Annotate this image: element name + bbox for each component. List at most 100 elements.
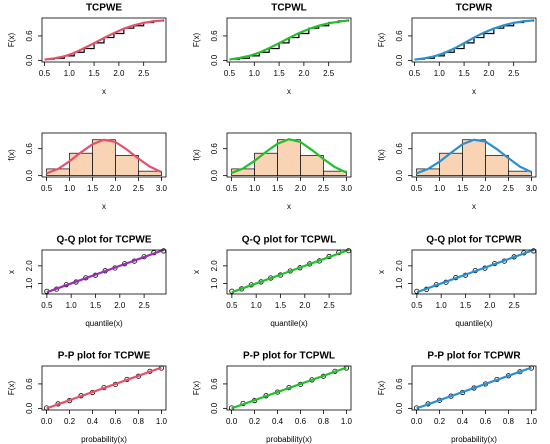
- fitted-curve: [44, 19, 164, 61]
- x-tick-label: 1.0: [434, 69, 446, 78]
- x-axis-label: probability(x): [266, 435, 312, 444]
- x-tick-label: 1.0: [64, 184, 76, 193]
- panel: P-P plot for TCPWR probability(x) F(x) 0.0 0…: [377, 351, 537, 444]
- plot-frame: [226, 17, 352, 63]
- x-tick-label: 1.5: [460, 301, 472, 310]
- fitted-curve: [231, 138, 347, 174]
- x-tick-label: 0.4: [457, 417, 469, 426]
- x-axis-label: x: [472, 87, 476, 96]
- x-tick-label: 1.5: [274, 69, 286, 78]
- y-tick-label: 2.0: [25, 260, 34, 272]
- y-tick-label: 0.6: [395, 378, 404, 390]
- y-tick-label: 0.0: [25, 170, 34, 182]
- panel: P-P plot for TCPWE probability(x) F(x) 0.0 0…: [7, 351, 167, 444]
- fitted-curve: [416, 366, 532, 410]
- plot-frame: [411, 132, 537, 178]
- x-tick-label: 2.0: [110, 184, 122, 193]
- y-tick-label: 0.6: [395, 30, 404, 42]
- x-tick-label: 0.5: [411, 301, 423, 310]
- x-axis-label: probability(x): [81, 435, 127, 444]
- x-tick-label: 2.5: [508, 69, 520, 78]
- y-tick-label: 1.0: [395, 277, 404, 289]
- panel: TCPWR x F(x) 0.5 1.0 1.5 2.0 2.5 0.0 0.6: [377, 3, 537, 96]
- x-tick-label: 0.0: [41, 417, 53, 426]
- y-tick-label: 0.0: [210, 54, 219, 66]
- panel-title: TCPWE: [86, 3, 122, 14]
- x-tick-label: 0.5: [411, 184, 423, 193]
- fitted-curve: [46, 138, 162, 175]
- x-tick-label: 3.0: [341, 184, 353, 193]
- panel-title: Q-Q plot for TCPWL: [242, 235, 336, 246]
- x-tick-label: 1.0: [251, 301, 263, 310]
- panel-title: Q-Q plot for TCPWE: [57, 235, 152, 246]
- y-axis-label: x: [7, 270, 16, 274]
- histogram-bar: [485, 155, 509, 177]
- x-tick-label: 0.5: [224, 69, 236, 78]
- x-tick-label: 1.0: [249, 69, 261, 78]
- x-tick-label: 0.5: [41, 301, 53, 310]
- y-tick-label: 0.0: [25, 402, 34, 414]
- x-tick-label: 2.5: [509, 301, 521, 310]
- histogram-bar: [115, 155, 139, 177]
- histogram-bar: [462, 139, 486, 177]
- panel-title: P-P plot for TCPWE: [58, 351, 151, 362]
- x-tick-label: 1.0: [156, 417, 168, 426]
- histogram-bar: [439, 152, 463, 177]
- plot-frame: [411, 249, 537, 295]
- x-tick-label: 0.0: [226, 417, 238, 426]
- x-tick-label: 0.6: [295, 417, 307, 426]
- x-tick-label: 1.5: [459, 69, 471, 78]
- y-tick-label: 0.6: [210, 378, 219, 390]
- ecdf-step: [414, 19, 535, 60]
- x-tick-label: 2.0: [113, 69, 125, 78]
- panel-title: TCPWR: [456, 3, 493, 14]
- y-tick-label: 0.6: [25, 30, 34, 42]
- x-tick-label: 1.0: [66, 301, 78, 310]
- x-tick-label: 0.2: [434, 417, 446, 426]
- y-tick-label: 2.0: [210, 260, 219, 272]
- x-tick-label: 0.8: [503, 417, 515, 426]
- x-tick-label: 0.8: [133, 417, 145, 426]
- x-tick-label: 3.0: [526, 184, 538, 193]
- x-tick-label: 1.0: [341, 417, 353, 426]
- x-tick-label: 1.5: [89, 69, 101, 78]
- plot-frame: [41, 249, 167, 295]
- x-tick-label: 1.0: [436, 301, 448, 310]
- panel-title: Q-Q plot for TCPWR: [426, 235, 522, 246]
- histogram-bar: [254, 152, 278, 177]
- x-tick-label: 0.2: [249, 417, 261, 426]
- y-axis-label: F(x): [377, 33, 386, 48]
- x-tick-label: 1.0: [434, 184, 446, 193]
- panel-title: P-P plot for TCPWL: [243, 351, 335, 362]
- x-tick-label: 2.5: [318, 184, 330, 193]
- y-tick-label: 0.0: [210, 170, 219, 182]
- x-tick-label: 0.6: [480, 417, 492, 426]
- x-tick-label: 1.5: [457, 184, 469, 193]
- histogram-bar: [323, 170, 347, 177]
- x-axis-label: quantile(x): [85, 319, 123, 328]
- y-axis-label: x: [192, 270, 201, 274]
- ecdf-step: [44, 19, 165, 60]
- y-axis-label: f(x): [192, 149, 201, 161]
- panel-title: P-P plot for TCPWR: [427, 351, 521, 362]
- x-tick-label: 0.2: [64, 417, 76, 426]
- plot-frame: [226, 132, 352, 178]
- x-tick-label: 0.0: [411, 417, 423, 426]
- x-tick-label: 0.6: [110, 417, 122, 426]
- y-tick-label: 0.6: [25, 378, 34, 390]
- x-tick-label: 0.5: [226, 184, 238, 193]
- x-axis-label: probability(x): [451, 435, 497, 444]
- y-tick-label: 0.6: [210, 30, 219, 42]
- x-tick-label: 2.5: [323, 69, 335, 78]
- histogram-bar: [508, 170, 532, 177]
- x-tick-label: 1.0: [526, 417, 538, 426]
- y-axis-label: f(x): [377, 149, 386, 161]
- x-tick-label: 2.0: [295, 184, 307, 193]
- y-tick-label: 2.0: [395, 260, 404, 272]
- histogram-bar: [69, 152, 93, 177]
- panel: x f(x) 0.5 1.0 1.5 2.0 2.5 3.0 0.0 0.6: [377, 132, 538, 211]
- x-axis-label: x: [102, 202, 106, 211]
- y-axis-label: x: [377, 270, 386, 274]
- y-axis-label: F(x): [192, 381, 201, 396]
